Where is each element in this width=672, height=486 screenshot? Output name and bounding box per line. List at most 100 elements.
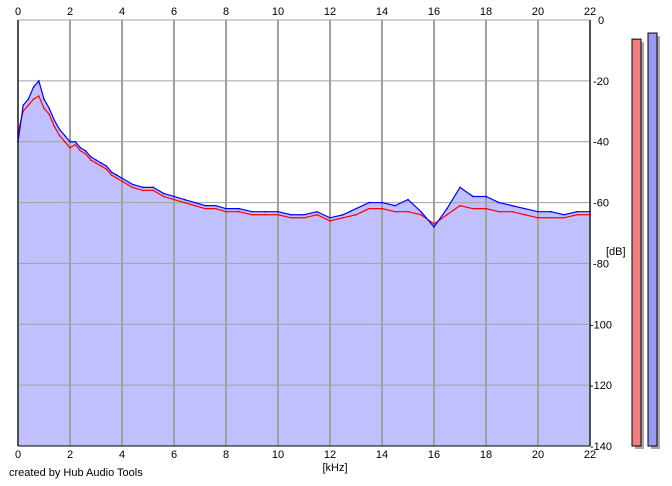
series-point <box>64 134 66 137</box>
series-point <box>43 98 45 100</box>
series-point <box>342 216 344 219</box>
series-point <box>74 143 76 146</box>
series-point <box>131 186 134 189</box>
series-point <box>152 189 154 192</box>
x-tick-label: 22 <box>584 6 596 18</box>
series-point <box>368 207 370 210</box>
x-axis-label: [kHz] <box>322 462 347 474</box>
series-point <box>173 198 175 201</box>
series-point <box>204 204 206 207</box>
x-tick-label: 8 <box>223 6 229 18</box>
series-point <box>316 213 318 216</box>
series-point <box>368 201 370 204</box>
series-point <box>53 125 56 128</box>
axes <box>17 20 591 447</box>
series-point <box>563 213 565 216</box>
series-point <box>116 174 118 176</box>
series-point <box>238 210 240 213</box>
x-tick-label: 4 <box>119 6 125 18</box>
x-tick-label: 2 <box>67 6 73 18</box>
series-point <box>90 156 92 158</box>
series-point <box>162 195 165 198</box>
x-tick-label: 2 <box>67 449 73 461</box>
series-point <box>394 204 396 207</box>
series-point <box>381 207 383 210</box>
series-point <box>69 140 71 143</box>
series-point <box>43 107 45 110</box>
series-point <box>550 210 552 213</box>
x-tick-label: 0 <box>15 6 21 18</box>
series-point <box>74 140 76 143</box>
x-tick-label: 4 <box>119 449 125 461</box>
series-point <box>472 195 474 198</box>
series-point <box>225 210 227 213</box>
series-point <box>194 201 196 204</box>
x-tick-label: 18 <box>480 6 492 18</box>
y-tick-label: -140 <box>590 441 612 453</box>
series-point <box>204 207 206 210</box>
series-point <box>316 210 318 213</box>
series-point <box>420 213 422 216</box>
y-tick-label: 0 <box>598 15 604 27</box>
series-point <box>420 210 422 213</box>
series-point <box>329 216 331 219</box>
x-tick-label: 20 <box>532 449 544 461</box>
series-point <box>194 204 196 207</box>
series-point <box>95 159 97 161</box>
level-meters <box>631 32 660 450</box>
series-point <box>100 162 102 164</box>
series-point <box>183 198 186 201</box>
series-point <box>537 216 539 219</box>
series-point <box>355 207 357 210</box>
series-point <box>264 210 266 213</box>
x-tick-label: 0 <box>15 449 21 461</box>
series-point <box>511 204 513 207</box>
series-point <box>58 134 61 137</box>
series-point <box>498 201 500 204</box>
series-point <box>27 104 30 106</box>
series-point <box>64 140 66 143</box>
x-tick-labels-bottom: 0 2 4 6 8 10 12 14 16 18 20 22 <box>15 449 596 461</box>
y-tick-labels: 0 -20 -40 -60 -80 -100 -120 -140 <box>590 15 612 453</box>
series-point <box>498 210 500 213</box>
series-point <box>524 207 526 210</box>
x-tick-label: 18 <box>480 449 492 461</box>
x-tick-labels-top: 0 2 4 6 8 10 12 14 16 18 20 22 <box>15 6 596 18</box>
series-point <box>251 210 253 213</box>
series-point <box>290 213 292 216</box>
x-tick-label: 16 <box>428 6 440 18</box>
series-point <box>48 113 50 116</box>
x-tick-label: 6 <box>171 6 177 18</box>
series-point <box>446 207 448 210</box>
series-point <box>32 86 35 88</box>
series-point <box>84 153 87 155</box>
y-tick-label: -60 <box>593 198 609 210</box>
series-point <box>53 119 56 122</box>
series-lines <box>17 79 591 228</box>
series-point <box>173 195 175 198</box>
series-point <box>162 192 165 195</box>
series-point <box>446 213 448 216</box>
series-point <box>355 213 357 216</box>
series-point <box>277 210 279 213</box>
series-point <box>38 80 40 82</box>
series-point <box>433 223 435 225</box>
series-point <box>110 174 113 176</box>
series-point <box>264 213 266 216</box>
series-point <box>69 147 71 149</box>
series-point <box>142 189 144 192</box>
y-tick-label: -40 <box>593 137 609 149</box>
series-point <box>394 210 396 213</box>
series-point <box>121 177 123 180</box>
x-tick-label: 10 <box>272 6 284 18</box>
series-point <box>131 183 134 186</box>
series-point <box>342 213 344 216</box>
series-point <box>290 216 292 219</box>
series-point <box>576 210 578 213</box>
y-axis-label: [dB] <box>606 246 626 258</box>
series-point <box>407 210 409 213</box>
x-tick-label: 14 <box>376 449 388 461</box>
series-point <box>152 186 154 189</box>
series-point <box>22 104 25 106</box>
